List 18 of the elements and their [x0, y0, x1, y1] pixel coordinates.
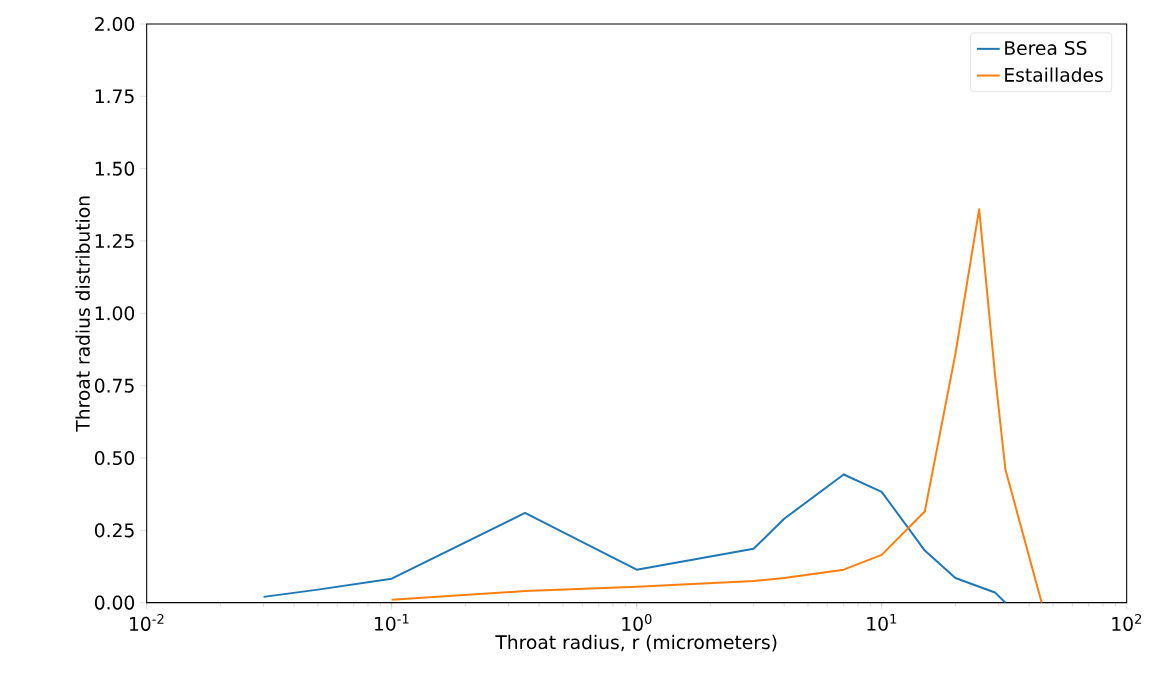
y-tick-label: 1.50 [95, 161, 135, 176]
y-axis-title: Throat radius distribution [75, 196, 90, 432]
y-tick-label: 0.75 [94, 378, 134, 393]
y-tick-label: 0.50 [94, 450, 135, 466]
y-tick-label: 1.75 [95, 89, 134, 104]
y-tick-label: 0.25 [94, 523, 134, 538]
y-tick-label: 1.00 [95, 306, 135, 321]
legend-label: Berea SS [1005, 40, 1087, 56]
y-tick-label: 0.00 [94, 595, 135, 610]
x-tick-label: 10$^{0}$ [622, 614, 652, 631]
x-tick-label: 10$^{-1}$ [374, 614, 409, 631]
x-tick-label: 10$^{2}$ [1112, 614, 1142, 631]
x-axis-title: Throat radius, r (micrometers) [495, 634, 777, 652]
y-tick-label: 1.25 [95, 233, 134, 249]
y-tick-label: 2.00 [95, 16, 135, 32]
legend-label: Estaillades [1005, 67, 1103, 82]
x-tick-label: 10$^{1}$ [867, 614, 897, 631]
x-tick-label: 10$^{-2}$ [129, 614, 164, 631]
